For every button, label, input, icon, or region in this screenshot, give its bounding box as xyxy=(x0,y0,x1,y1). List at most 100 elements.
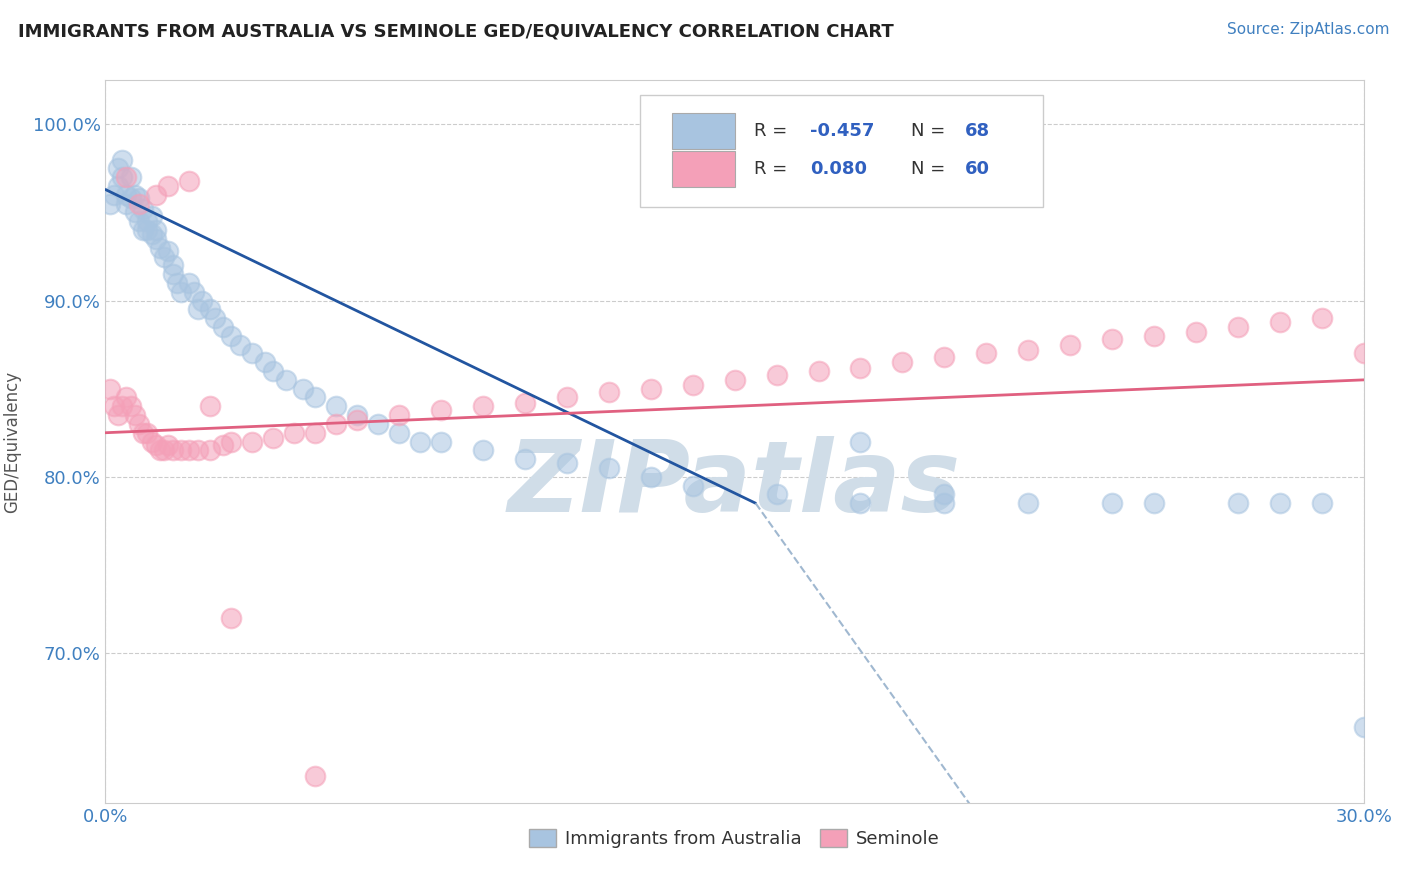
Text: 60: 60 xyxy=(965,161,990,178)
Point xyxy=(141,434,163,449)
Point xyxy=(124,408,146,422)
Point xyxy=(200,399,222,413)
Point xyxy=(141,227,163,241)
Point xyxy=(325,399,347,413)
Point xyxy=(179,443,201,458)
Point xyxy=(166,276,188,290)
Text: ZIPatlas: ZIPatlas xyxy=(508,436,962,533)
Point xyxy=(849,360,872,375)
Point xyxy=(111,170,134,185)
Point xyxy=(598,461,620,475)
Text: N =: N = xyxy=(911,122,945,140)
Point xyxy=(1185,326,1208,340)
Point xyxy=(346,408,368,422)
Point xyxy=(149,241,172,255)
Point xyxy=(1059,337,1081,351)
Point xyxy=(1143,328,1166,343)
Point xyxy=(471,443,495,458)
Text: -0.457: -0.457 xyxy=(810,122,875,140)
Point xyxy=(409,434,432,449)
Point xyxy=(128,196,150,211)
Point xyxy=(1143,496,1166,510)
Point xyxy=(240,434,263,449)
Point xyxy=(849,434,872,449)
Point xyxy=(115,170,138,185)
Point xyxy=(723,373,745,387)
Point xyxy=(124,205,146,219)
Point xyxy=(934,487,956,501)
Point xyxy=(274,373,297,387)
Text: R =: R = xyxy=(754,161,787,178)
Point xyxy=(682,478,704,492)
Point xyxy=(179,174,201,188)
Point xyxy=(304,769,326,783)
Point xyxy=(1017,496,1039,510)
Point xyxy=(555,391,578,405)
Point xyxy=(187,443,209,458)
Point xyxy=(128,191,150,205)
Point xyxy=(200,443,222,458)
Point xyxy=(179,276,201,290)
Text: IMMIGRANTS FROM AUSTRALIA VS SEMINOLE GED/EQUIVALENCY CORRELATION CHART: IMMIGRANTS FROM AUSTRALIA VS SEMINOLE GE… xyxy=(18,22,894,40)
Point xyxy=(115,187,138,202)
Point xyxy=(304,391,326,405)
Point xyxy=(262,431,284,445)
Point xyxy=(471,399,495,413)
Point xyxy=(187,302,209,317)
Point xyxy=(367,417,389,431)
Point xyxy=(136,223,159,237)
Point xyxy=(1227,496,1250,510)
Point xyxy=(1353,346,1375,360)
Point xyxy=(430,434,453,449)
Point xyxy=(430,402,453,417)
Point xyxy=(170,443,193,458)
Text: N =: N = xyxy=(911,161,945,178)
Point xyxy=(162,267,184,281)
Point xyxy=(212,320,235,334)
Point xyxy=(145,187,167,202)
Point xyxy=(1268,496,1291,510)
Point xyxy=(132,425,155,440)
Point xyxy=(124,187,146,202)
Point xyxy=(191,293,214,308)
Point xyxy=(598,385,620,400)
Point xyxy=(153,443,176,458)
Point xyxy=(157,179,180,194)
Y-axis label: GED/Equivalency: GED/Equivalency xyxy=(3,370,21,513)
Point xyxy=(388,425,411,440)
Point xyxy=(200,302,222,317)
Point xyxy=(145,232,167,246)
Point xyxy=(849,496,872,510)
Point xyxy=(388,408,411,422)
Point xyxy=(1017,343,1039,357)
Point xyxy=(212,438,235,452)
Point xyxy=(1268,315,1291,329)
Point xyxy=(1353,720,1375,734)
Point xyxy=(120,191,142,205)
Point xyxy=(219,328,242,343)
Point xyxy=(128,417,150,431)
Point xyxy=(153,250,176,264)
Point xyxy=(765,368,787,382)
Point xyxy=(136,214,159,228)
Point xyxy=(1310,311,1333,326)
Point xyxy=(149,443,172,458)
Point xyxy=(98,382,121,396)
Point xyxy=(111,153,134,167)
Point xyxy=(132,202,155,216)
Point xyxy=(132,223,155,237)
Point xyxy=(111,399,134,413)
Point xyxy=(107,408,129,422)
Point xyxy=(145,438,167,452)
Point xyxy=(107,161,129,176)
Point xyxy=(183,285,205,299)
Point xyxy=(162,443,184,458)
Bar xyxy=(672,151,734,187)
Point xyxy=(640,470,662,484)
Point xyxy=(103,187,125,202)
Point xyxy=(682,378,704,392)
Point xyxy=(513,452,536,467)
Point xyxy=(976,346,998,360)
Point xyxy=(555,456,578,470)
Point xyxy=(283,425,305,440)
